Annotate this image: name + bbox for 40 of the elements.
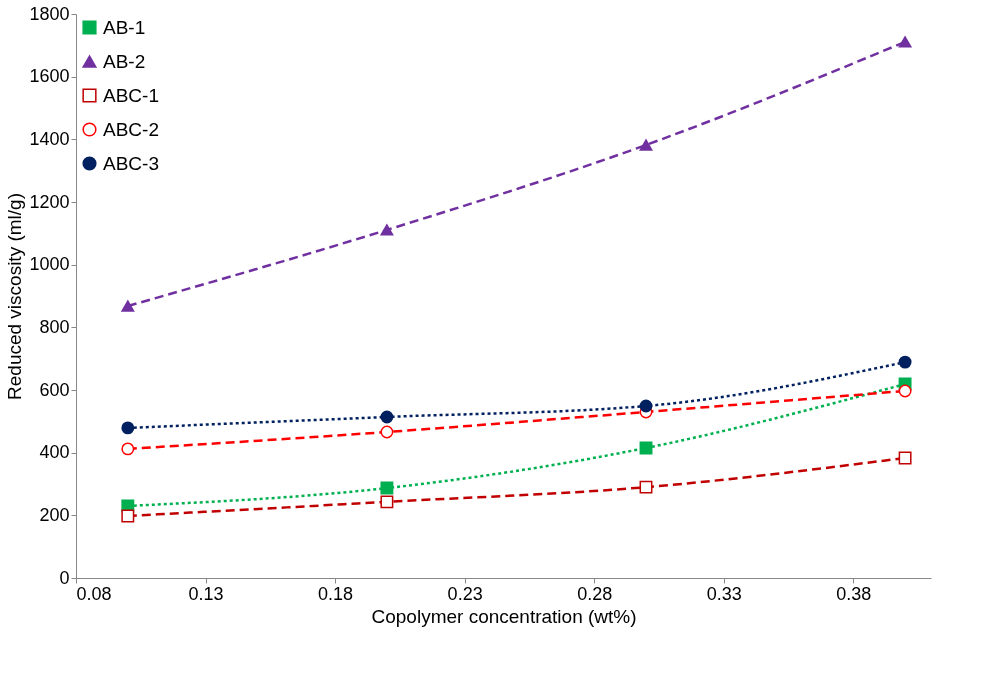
point [639, 139, 653, 151]
x-tick-label: 0.33 [706, 583, 742, 604]
x-tick-label: 0.08 [76, 583, 112, 604]
legend-label: ABC-1 [103, 84, 159, 106]
point [639, 399, 653, 413]
y-tick-label: 400 [39, 442, 70, 463]
y-tick-label: 0 [59, 567, 70, 588]
y-tick-label: 1600 [29, 66, 70, 87]
legend-label: AB-1 [103, 16, 146, 38]
x-axis-title: Copolymer concentration (wt%) [371, 605, 637, 627]
point [898, 451, 912, 465]
point [380, 495, 394, 509]
point [898, 36, 912, 48]
point [639, 480, 653, 494]
y-tick-label: 800 [39, 316, 70, 337]
y-tick-label: 1800 [29, 3, 70, 24]
y-tick-label: 600 [39, 379, 70, 400]
legend-label: AB-2 [103, 50, 146, 72]
legend-label: ABC-2 [103, 118, 159, 140]
point [380, 481, 394, 495]
point [121, 300, 135, 312]
y-tick-label: 1200 [29, 191, 70, 212]
point [121, 442, 135, 456]
point [898, 384, 912, 398]
point [380, 425, 394, 439]
x-tick-label: 0.38 [836, 583, 872, 604]
point [121, 421, 135, 435]
point [898, 355, 912, 369]
y-tick-label: 1400 [29, 128, 70, 149]
legend-label: ABC-3 [103, 152, 159, 174]
x-tick-label: 0.13 [188, 583, 224, 604]
x-tick-label: 0.28 [577, 583, 613, 604]
x-tick-label: 0.23 [447, 583, 483, 604]
point [380, 410, 394, 424]
y-tick-label: 1000 [29, 254, 70, 275]
x-tick-label: 0.18 [318, 583, 354, 604]
point [121, 509, 135, 523]
y-axis-title: Reduced viscosity (ml/g) [4, 193, 26, 400]
point [380, 224, 394, 236]
y-tick-label: 200 [39, 504, 70, 525]
